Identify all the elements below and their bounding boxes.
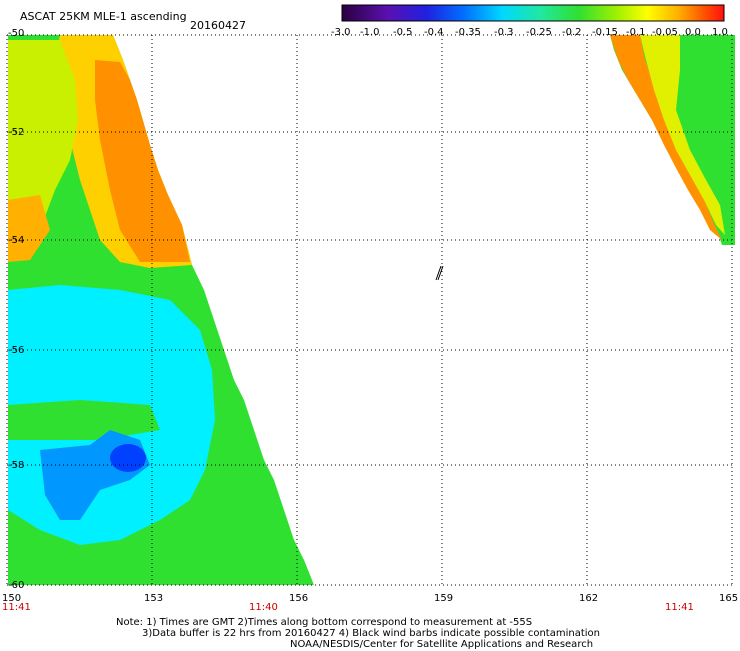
lat-label: -50 <box>8 28 25 39</box>
colorbar <box>342 5 724 21</box>
swath-deep-blue <box>110 444 146 472</box>
colorbar-label: -0.5 <box>393 27 413 38</box>
lat-label: -52 <box>8 127 25 138</box>
colorbar-label: -0.1 <box>626 27 646 38</box>
swath-orange-right <box>610 35 722 240</box>
lon-label: 165 <box>719 593 739 604</box>
lon-label: 156 <box>289 593 309 604</box>
wind-barb-icon <box>435 265 444 281</box>
swath-yellow-patch <box>8 40 78 240</box>
colorbar-label: -0.25 <box>526 27 552 38</box>
swath-orange-patch <box>8 195 50 262</box>
left-swath <box>8 35 314 585</box>
swath-green-strip <box>8 400 160 440</box>
lat-label: -56 <box>8 345 25 356</box>
time-label: 11:41 <box>2 602 31 613</box>
lon-label: 150 <box>2 593 22 604</box>
lat-label: -58 <box>8 460 25 471</box>
colorbar-label: -0.3 <box>494 27 514 38</box>
right-swath <box>610 35 735 245</box>
colorbar-frame <box>341 4 725 22</box>
lat-label: -60 <box>8 580 25 591</box>
colorbar-label: -3.0 <box>331 27 351 38</box>
time-label: 11:41 <box>665 602 694 613</box>
lat-label: -54 <box>8 235 25 246</box>
colorbar-label: 0.0 <box>685 27 701 38</box>
note-line-1: Note: 1) Times are GMT 2)Times along bot… <box>116 617 533 628</box>
lon-label: 162 <box>579 593 599 604</box>
map-date: 20160427 <box>190 19 246 32</box>
note-line-3: NOAA/NESDIS/Center for Satellite Applica… <box>290 639 594 650</box>
grid <box>6 34 735 586</box>
time-label: 11:40 <box>249 602 278 613</box>
map-title: ASCAT 25KM MLE-1 ascending <box>20 10 187 23</box>
colorbar-label: -0.05 <box>652 27 678 38</box>
swath-yellow-right <box>640 35 725 235</box>
note-line-2: 3)Data buffer is 22 hrs from 20160427 4)… <box>142 628 600 639</box>
colorbar-label: -1.0 <box>360 27 380 38</box>
swath-hot-band <box>95 60 190 262</box>
lon-label: 159 <box>434 593 454 604</box>
colorbar-label: -0.4 <box>424 27 444 38</box>
colorbar-label: -0.35 <box>455 27 481 38</box>
colorbar-label: 1.0 <box>712 27 728 38</box>
colorbar-label: -0.15 <box>592 27 618 38</box>
colorbar-label: -0.2 <box>562 27 582 38</box>
lon-label: 153 <box>144 593 164 604</box>
